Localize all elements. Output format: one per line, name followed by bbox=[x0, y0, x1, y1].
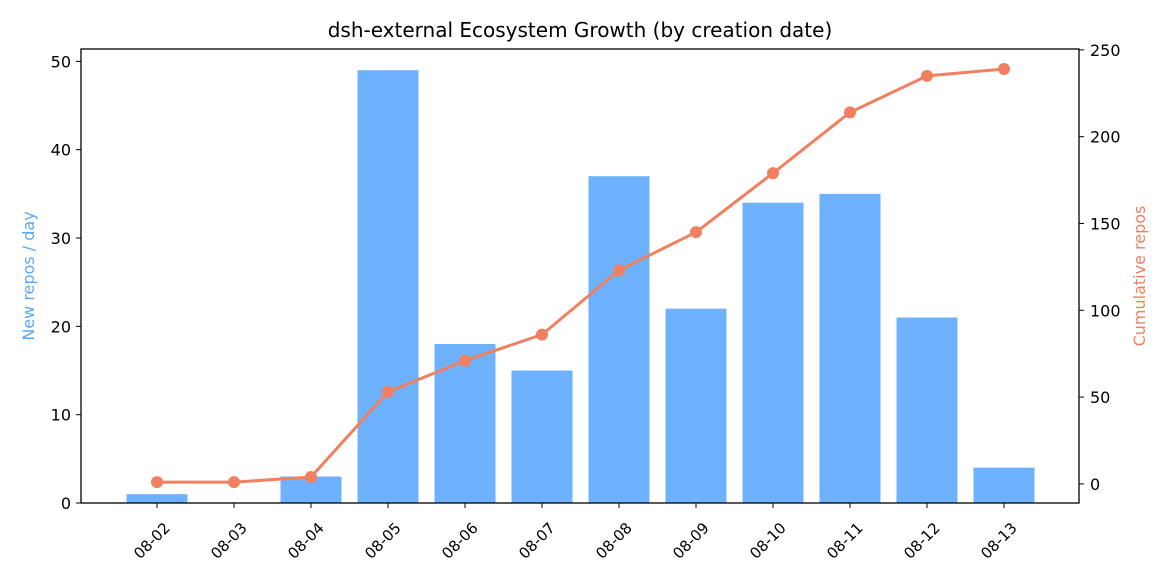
y-axis-left: 0 10 20 30 40 50 bbox=[51, 52, 81, 513]
bar-08-12 bbox=[896, 317, 958, 503]
bar-08-05 bbox=[357, 70, 419, 504]
y-left-tick-label: 30 bbox=[51, 229, 71, 248]
cumulative-point-08-03 bbox=[228, 476, 240, 489]
x-tick-label: 08-08 bbox=[592, 519, 636, 563]
cumulative-point-08-06 bbox=[459, 354, 471, 367]
cumulative-point-08-10 bbox=[767, 167, 779, 180]
cumulative-point-08-09 bbox=[690, 226, 702, 239]
cumulative-point-08-04 bbox=[305, 470, 317, 483]
cumulative-point-08-12 bbox=[921, 69, 933, 82]
bar-08-07 bbox=[511, 370, 573, 503]
cumulative-point-08-02 bbox=[151, 476, 163, 489]
cumulative-point-08-13 bbox=[998, 62, 1010, 75]
bar-08-02 bbox=[126, 494, 188, 503]
y-left-tick-label: 10 bbox=[51, 406, 71, 425]
x-tick-label: 08-13 bbox=[977, 519, 1021, 563]
x-tick-label: 08-07 bbox=[515, 519, 559, 563]
line-layer bbox=[151, 62, 1010, 489]
cumulative-line bbox=[157, 67, 1005, 484]
chart-title: dsh-external Ecosystem Growth (by creati… bbox=[328, 18, 833, 42]
y-left-axis-label: New repos / day bbox=[19, 211, 38, 340]
y-right-tick-label: 200 bbox=[1090, 128, 1121, 147]
cumulative-point-08-11 bbox=[844, 106, 856, 119]
y-right-tick-label: 0 bbox=[1090, 475, 1100, 494]
bar-08-11 bbox=[819, 193, 881, 504]
x-tick-label: 08-12 bbox=[900, 519, 944, 563]
y-left-tick-label: 50 bbox=[51, 52, 71, 71]
y-left-tick-label: 20 bbox=[51, 317, 71, 336]
y-right-tick-label: 250 bbox=[1090, 41, 1121, 60]
y-left-tick-label: 0 bbox=[61, 494, 71, 513]
y-axis-right: 0 50 100 150 200 250 bbox=[1079, 41, 1121, 494]
y-right-tick-label: 50 bbox=[1090, 388, 1110, 407]
x-axis: 08-02 08-03 08-04 08-05 08-06 08-07 08-08 08-09… bbox=[130, 503, 1021, 563]
y-right-axis-label: Cumulative repos bbox=[1130, 206, 1149, 347]
plot-frame bbox=[80, 48, 1080, 504]
bar-08-06 bbox=[434, 344, 496, 503]
bar-08-09 bbox=[665, 308, 727, 503]
bar-08-08 bbox=[588, 176, 650, 503]
x-tick-label: 08-04 bbox=[284, 519, 328, 563]
x-tick-label: 08-03 bbox=[207, 519, 251, 563]
cumulative-point-08-05 bbox=[382, 385, 394, 398]
bar-08-10 bbox=[742, 202, 804, 503]
cumulative-point-08-07 bbox=[536, 328, 548, 341]
x-tick-label: 08-09 bbox=[669, 519, 713, 563]
cumulative-point-08-08 bbox=[613, 264, 625, 277]
y-right-tick-label: 100 bbox=[1090, 301, 1121, 320]
bars-layer bbox=[126, 70, 1035, 504]
bar-08-13 bbox=[973, 467, 1035, 503]
y-right-tick-label: 150 bbox=[1090, 214, 1121, 233]
x-tick-label: 08-11 bbox=[823, 519, 867, 563]
x-tick-label: 08-02 bbox=[130, 519, 174, 563]
y-left-tick-label: 40 bbox=[51, 141, 71, 160]
x-tick-label: 08-10 bbox=[746, 519, 790, 563]
x-tick-label: 08-05 bbox=[361, 519, 405, 563]
x-tick-label: 08-06 bbox=[438, 519, 482, 563]
